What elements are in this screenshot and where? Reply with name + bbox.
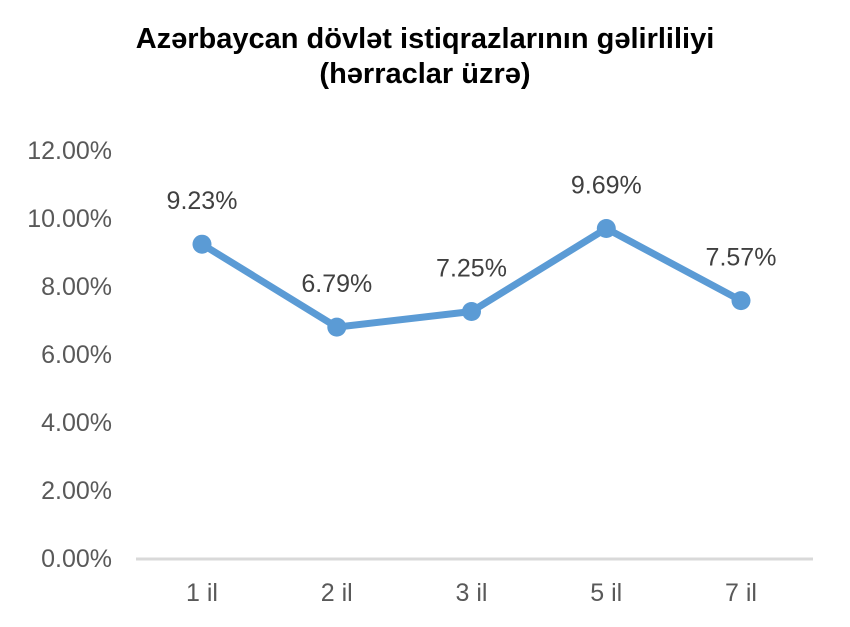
- data-point-label: 6.79%: [301, 270, 372, 298]
- data-point-marker: [731, 291, 751, 311]
- data-point-label: 7.25%: [436, 255, 507, 283]
- y-axis-tick-label: 0.00%: [41, 545, 112, 573]
- data-point-marker: [192, 234, 212, 254]
- y-axis-tick-label: 2.00%: [41, 477, 112, 505]
- y-axis-tick-label: 4.00%: [41, 409, 112, 437]
- data-point-label: 9.23%: [167, 187, 238, 215]
- data-point-marker: [462, 302, 481, 321]
- x-axis-category-label: 1 il: [186, 579, 218, 607]
- x-axis-category-label: 7 il: [725, 579, 757, 607]
- y-axis-tick-label: 10.00%: [27, 205, 112, 233]
- data-point-marker: [596, 219, 616, 238]
- data-point-marker: [327, 317, 347, 337]
- y-axis-tick-label: 6.00%: [41, 341, 112, 369]
- x-axis-category-label: 3 il: [456, 579, 488, 607]
- data-point-label: 7.57%: [706, 244, 777, 272]
- chart-title-text: Azərbaycan dövlət istiqrazlarının gəlirl…: [135, 23, 715, 91]
- x-axis-category-label: 5 il: [590, 579, 622, 607]
- y-axis-tick-label: 12.00%: [27, 137, 112, 165]
- x-axis-category-label: 2 il: [321, 579, 353, 607]
- y-axis-tick-label: 8.00%: [41, 273, 112, 301]
- chart-title: Azərbaycan dövlət istiqrazlarının gəlirl…: [0, 22, 850, 93]
- data-point-label: 9.69%: [571, 172, 642, 200]
